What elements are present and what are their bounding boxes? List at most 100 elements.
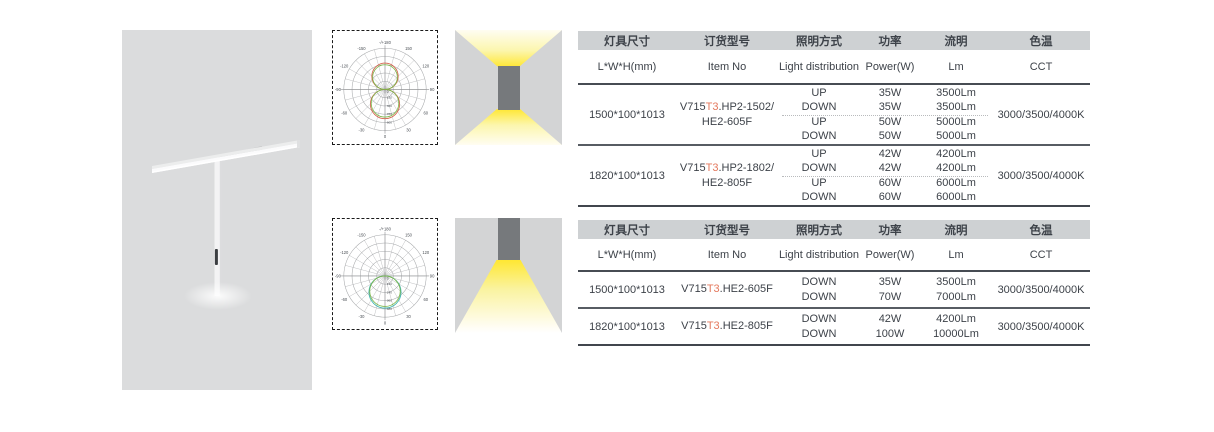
svg-text:60: 60 [423, 297, 428, 302]
header-power-en: Power(W) [865, 248, 915, 261]
floor-lamp-illustration [152, 140, 300, 310]
header-mode-en: Light distribution [778, 248, 860, 261]
cct-cell: 3000/3500/4000K [997, 108, 1085, 121]
spec-table-updown: 灯具尺寸 订货型号 照明方式 功率 流明 色温 L*W*H(mm) Item N… [578, 31, 1090, 207]
table-bottom-border [578, 205, 1090, 207]
power-cell: 42W 100W [875, 312, 905, 340]
svg-text:0: 0 [384, 321, 387, 326]
svg-text:-30: -30 [358, 314, 365, 319]
svg-text:30: 30 [406, 314, 411, 319]
lumen-cell: 4200Lm 4200Lm 6000Lm 6000Lm [936, 147, 976, 204]
beam-illustration-updown [455, 30, 562, 145]
header-mode-en: Light distribution [778, 60, 860, 73]
table-row: 1820*100*1013 V715T3.HE2-805F DOWN DOWN 4… [578, 307, 1090, 344]
header-size-cn: 灯具尺寸 [604, 35, 650, 48]
model-cell: V715T3.HP2-1802/ HE2-805F [676, 161, 778, 191]
model-prefix: V715 [679, 100, 706, 113]
mode-cell: DOWN DOWN [801, 312, 837, 340]
polar-diagram-updown: -/+180 150 120 90 60 30 0 -30 -60 -90 -120 -150 0 150… [332, 30, 438, 145]
beam-illustration-down [455, 218, 562, 333]
table-header-en: L*W*H(mm) Item No Light distribution Pow… [578, 239, 1090, 272]
size-cell: 1820*100*1013 [589, 169, 665, 182]
mode-cell: DOWN DOWN [801, 275, 837, 303]
header-power-en: Power(W) [865, 60, 915, 73]
table-row: 1820*100*1013 V715T3.HP2-1802/ HE2-805F … [578, 144, 1090, 205]
header-power-cn: 功率 [878, 35, 902, 48]
model-cell: V715T3.HE2-605F [676, 282, 778, 297]
svg-text:360: 360 [387, 299, 392, 303]
svg-text:-90: -90 [335, 87, 342, 92]
svg-text:300: 300 [387, 104, 392, 108]
svg-text:150: 150 [405, 233, 413, 238]
power-cell: 42W 42W 60W 60W [878, 147, 902, 204]
svg-text:240: 240 [387, 290, 392, 294]
header-model-cn: 订货型号 [704, 224, 750, 237]
svg-text:480: 480 [387, 307, 392, 311]
lumen-cell: 3500Lm 3500Lm 5000Lm 5000Lm [936, 86, 976, 143]
header-lumen-cn: 流明 [944, 35, 968, 48]
svg-text:-150: -150 [357, 233, 366, 238]
model-prefix: V715 [681, 283, 707, 295]
svg-text:-120: -120 [340, 250, 349, 255]
model-suffix: .HP2-1502/ [718, 100, 775, 113]
header-lumen-en: Lm [948, 248, 964, 261]
power-cell: 35W 35W 50W 50W [878, 86, 902, 143]
dotted-divider [782, 175, 988, 177]
svg-text:-120: -120 [340, 63, 349, 68]
svg-text:90: 90 [430, 87, 435, 92]
model-line2: HE2-805F [701, 176, 753, 189]
model-suffix: .HE2-605F [719, 283, 773, 295]
cct-cell: 3000/3500/4000K [997, 320, 1085, 333]
polar-chart-updown: -/+1801501209060300-30-60-90-120-1500150… [335, 40, 435, 139]
model-prefix: V715 [681, 320, 707, 332]
header-model-en: Item No [707, 248, 747, 261]
mode-cell: UP DOWN UP DOWN [801, 147, 837, 204]
down-beam [455, 109, 562, 146]
header-cct-cn: 色温 [1029, 224, 1053, 237]
model-line2: HE2-605F [701, 115, 753, 128]
svg-text:-/+180: -/+180 [379, 226, 391, 231]
svg-text:120: 120 [422, 63, 430, 68]
header-cct-en: CCT [1029, 248, 1053, 261]
svg-text:120: 120 [422, 250, 430, 255]
wall-fixture [497, 65, 520, 110]
header-cct-en: CCT [1029, 60, 1053, 73]
svg-text:150: 150 [405, 46, 413, 51]
svg-text:150: 150 [387, 96, 392, 100]
svg-text:120: 120 [387, 282, 392, 286]
mode-cell: UP DOWN UP DOWN [801, 86, 837, 143]
svg-text:-/+180: -/+180 [379, 40, 391, 45]
polar-chart-down: -/+180 150 120 90 60 30 0 -30 -60 -90 -120 -150 0 120… [335, 226, 435, 326]
svg-text:0: 0 [384, 134, 387, 139]
svg-text:60: 60 [423, 110, 428, 115]
mode-power-lumen: UP DOWN UP DOWN 42W 42W 60W 60W 4200Lm 4200Lm… [778, 146, 992, 205]
mode-power-lumen: DOWN DOWN 35W 70W 3500Lm 7000Lm [778, 272, 992, 307]
header-size-en: L*W*H(mm) [597, 60, 657, 73]
svg-text:0: 0 [387, 90, 389, 94]
table-row: 1500*100*1013 V715T3.HE2-605F DOWN DOWN 3… [578, 272, 1090, 307]
lumen-cell: 4200Lm 10000Lm [933, 312, 979, 340]
lamp-switch [214, 249, 218, 265]
ceiling-fixture [497, 218, 520, 260]
header-mode-cn: 照明方式 [796, 35, 842, 48]
header-cct-cn: 色温 [1029, 35, 1053, 48]
header-model-cn: 订货型号 [704, 35, 750, 48]
model-highlight: T3 [706, 320, 720, 332]
svg-text:-150: -150 [357, 46, 366, 51]
header-model-en: Item No [707, 60, 747, 73]
lamp-light-bar [152, 140, 300, 173]
header-mode-cn: 照明方式 [796, 224, 842, 237]
polar-diagram-down: -/+180 150 120 90 60 30 0 -30 -60 -90 -120 -150 0 120… [332, 218, 438, 330]
header-size-en: L*W*H(mm) [597, 248, 657, 261]
product-photo [122, 30, 312, 390]
model-prefix: V715 [679, 161, 706, 174]
power-cell: 35W 70W [878, 275, 902, 303]
model-suffix: .HE2-805F [719, 320, 773, 332]
table-row: 1500*100*1013 V715T3.HP2-1502/ HE2-605F … [578, 85, 1090, 144]
table-header-cn: 灯具尺寸 订货型号 照明方式 功率 流明 色温 [578, 31, 1090, 50]
model-cell: V715T3.HP2-1502/ HE2-605F [676, 100, 778, 130]
model-cell: V715T3.HE2-805F [676, 319, 778, 334]
size-cell: 1820*100*1013 [589, 320, 665, 333]
header-power-cn: 功率 [878, 224, 902, 237]
